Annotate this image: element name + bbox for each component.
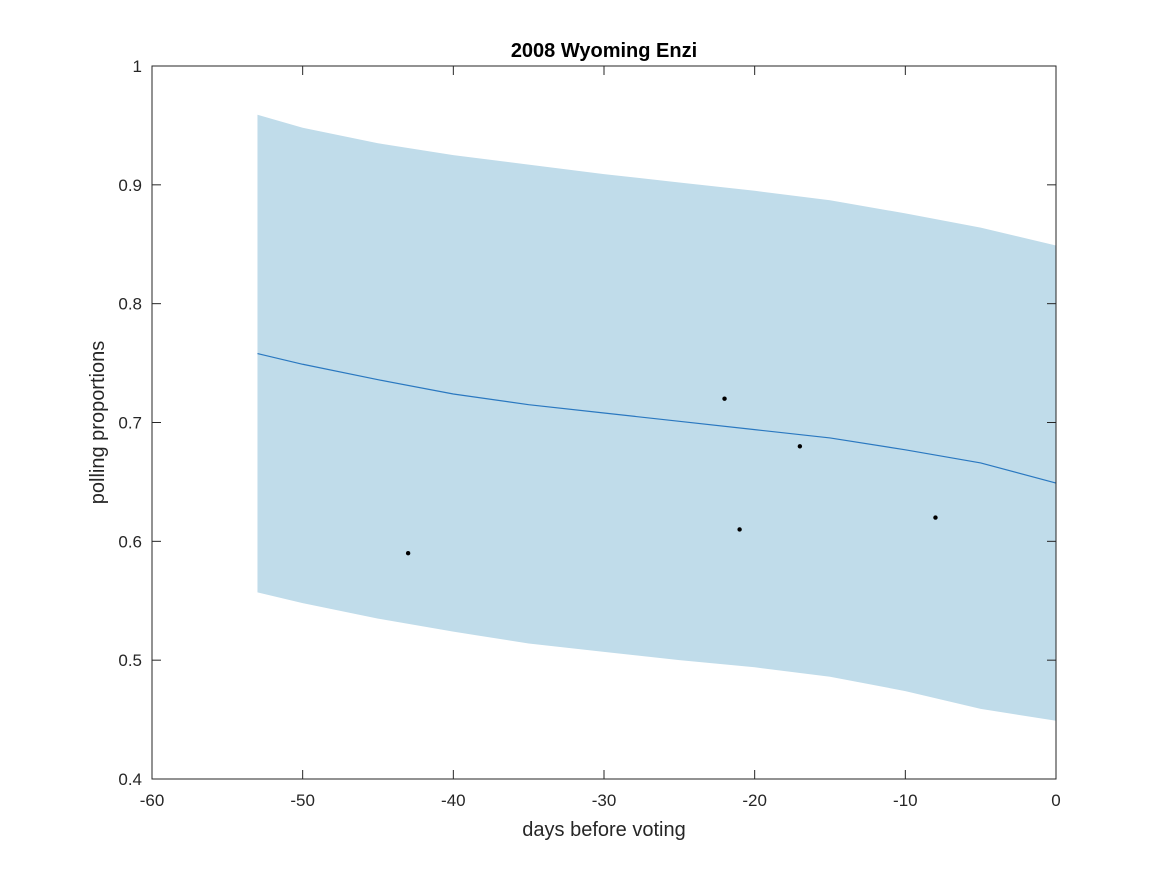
x-tick-label: -50 — [290, 791, 315, 810]
poll-point — [722, 396, 727, 401]
y-tick-label: 0.6 — [118, 532, 142, 551]
trend-line-layer — [257, 352, 1057, 484]
y-tick-label: 1 — [133, 57, 142, 76]
y-tick-label: 0.5 — [118, 651, 142, 670]
x-tick-label: -20 — [742, 791, 767, 810]
x-tick-label: -60 — [140, 791, 165, 810]
ticks-layer: -60 -50 -40 -30 -20 -10 0 0.4 0.5 0.6 0.7 0.8 0.9 1 — [118, 57, 1060, 810]
trend-line — [257, 352, 1057, 484]
poll-point — [933, 515, 938, 520]
poll-point — [737, 527, 742, 532]
y-tick-label: 0.7 — [118, 414, 142, 433]
y-axis-label: polling proportions — [87, 341, 109, 504]
x-axis-label: days before voting — [522, 819, 685, 841]
x-tick-label: -40 — [441, 791, 466, 810]
poll-points-layer — [405, 396, 938, 556]
x-tick-label: 0 — [1051, 791, 1060, 810]
y-tick-label: 0.8 — [118, 295, 142, 314]
poll-point — [405, 551, 411, 556]
confidence-band-layer — [257, 114, 1056, 721]
x-tick-label: -30 — [592, 791, 617, 810]
y-tick-label: 0.9 — [118, 176, 142, 195]
confidence-band — [257, 114, 1056, 721]
y-tick-label: 0.4 — [118, 770, 142, 789]
poll-point — [797, 444, 803, 449]
x-tick-label: -10 — [893, 791, 918, 810]
chart-title: 2008 Wyoming Enzi — [511, 40, 697, 62]
